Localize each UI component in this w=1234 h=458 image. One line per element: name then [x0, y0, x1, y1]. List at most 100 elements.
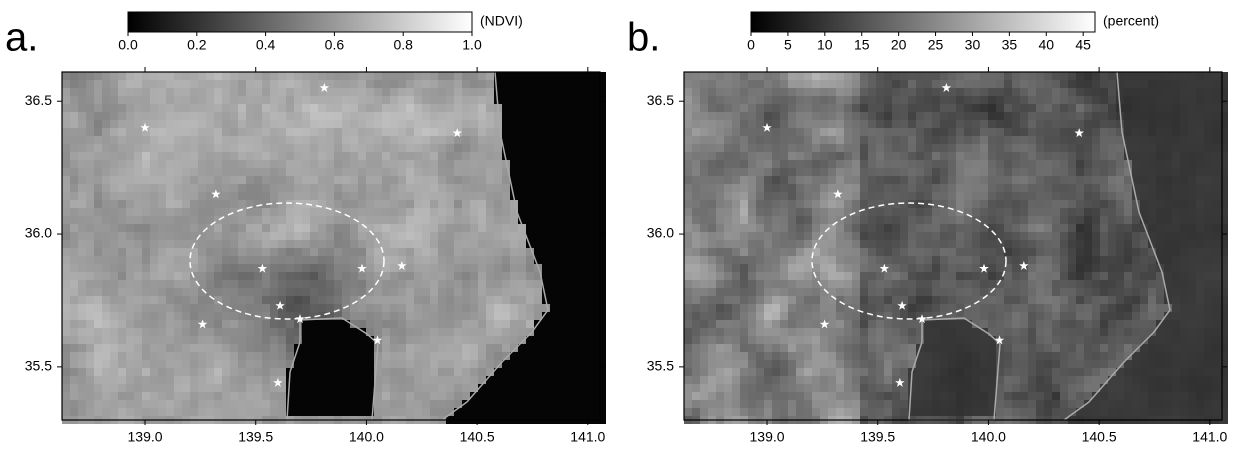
raster-cell: [358, 360, 366, 368]
raster-cell: [812, 152, 820, 160]
raster-cell: [478, 400, 486, 408]
raster-cell: [1004, 96, 1012, 104]
raster-cell: [222, 224, 230, 232]
raster-cell: [1044, 272, 1052, 280]
raster-cell: [198, 88, 206, 96]
raster-cell: [574, 336, 582, 344]
raster-cell: [326, 304, 334, 312]
raster-cell: [110, 136, 118, 144]
raster-cell: [454, 256, 462, 264]
raster-cell: [956, 200, 964, 208]
raster-cell: [534, 128, 542, 136]
raster-cell: [1180, 192, 1188, 200]
raster-cell: [582, 328, 590, 336]
raster-cell: [732, 280, 740, 288]
raster-cell: [550, 144, 558, 152]
raster-cell: [732, 272, 740, 280]
raster-cell: [940, 272, 948, 280]
raster-cell: [462, 408, 470, 416]
raster-cell: [142, 232, 150, 240]
raster-cell: [1044, 72, 1052, 80]
raster-cell: [294, 400, 302, 408]
raster-cell: [382, 232, 390, 240]
raster-cell: [334, 200, 342, 208]
raster-cell: [278, 176, 286, 184]
raster-cell: [486, 320, 494, 328]
raster-cell: [230, 136, 238, 144]
raster-cell: [1180, 96, 1188, 104]
raster-cell: [158, 344, 166, 352]
raster-cell: [924, 248, 932, 256]
raster-cell: [574, 240, 582, 248]
raster-cell: [254, 136, 262, 144]
raster-cell: [1108, 88, 1116, 96]
raster-cell: [206, 184, 214, 192]
raster-cell: [1204, 104, 1212, 112]
raster-cell: [756, 152, 764, 160]
raster-cell: [374, 160, 382, 168]
raster-cell: [788, 288, 796, 296]
raster-cell: [956, 288, 964, 296]
raster-cell: [534, 224, 542, 232]
raster-cell: [1100, 88, 1108, 96]
raster-cell: [294, 376, 302, 384]
raster-cell: [374, 296, 382, 304]
raster-cell: [158, 104, 166, 112]
raster-cell: [908, 96, 916, 104]
raster-cell: [254, 296, 262, 304]
raster-cell: [1068, 152, 1076, 160]
raster-cell: [406, 304, 414, 312]
raster-cell: [1196, 168, 1204, 176]
raster-cell: [182, 304, 190, 312]
raster-cell: [1148, 208, 1156, 216]
raster-cell: [510, 392, 518, 400]
raster-cell: [598, 104, 606, 112]
raster-cell: [1092, 136, 1100, 144]
raster-cell: [278, 200, 286, 208]
raster-cell: [438, 96, 446, 104]
raster-cell: [582, 400, 590, 408]
raster-cell: [198, 368, 206, 376]
raster-cell: [110, 328, 118, 336]
raster-cell: [884, 176, 892, 184]
raster-cell: [1116, 256, 1124, 264]
raster-cell: [1028, 168, 1036, 176]
raster-cell: [566, 256, 574, 264]
raster-cell: [470, 128, 478, 136]
raster-cell: [446, 240, 454, 248]
raster-cell: [318, 160, 326, 168]
raster-cell: [70, 384, 78, 392]
raster-cell: [78, 176, 86, 184]
raster-cell: [1196, 144, 1204, 152]
raster-cell: [1052, 256, 1060, 264]
raster-cell: [526, 352, 534, 360]
raster-cell: [294, 336, 302, 344]
raster-cell: [438, 384, 446, 392]
raster-cell: [852, 264, 860, 272]
raster-cell: [446, 80, 454, 88]
raster-cell: [198, 192, 206, 200]
raster-cell: [390, 392, 398, 400]
raster-cell: [542, 352, 550, 360]
raster-cell: [972, 208, 980, 216]
raster-cell: [86, 120, 94, 128]
raster-cell: [550, 176, 558, 184]
raster-cell: [502, 96, 510, 104]
raster-cell: [126, 376, 134, 384]
raster-cell: [860, 104, 868, 112]
raster-cell: [174, 344, 182, 352]
raster-cell: [756, 256, 764, 264]
raster-cell: [796, 176, 804, 184]
raster-cell: [1100, 144, 1108, 152]
raster-cell: [126, 168, 134, 176]
raster-cell: [1092, 288, 1100, 296]
raster-cell: [422, 264, 430, 272]
raster-cell: [1020, 80, 1028, 88]
raster-cell: [214, 288, 222, 296]
raster-cell: [166, 176, 174, 184]
raster-cell: [190, 296, 198, 304]
colorbar: [751, 12, 1095, 32]
raster-cell: [502, 120, 510, 128]
raster-cell: [900, 104, 908, 112]
raster-cell: [756, 88, 764, 96]
